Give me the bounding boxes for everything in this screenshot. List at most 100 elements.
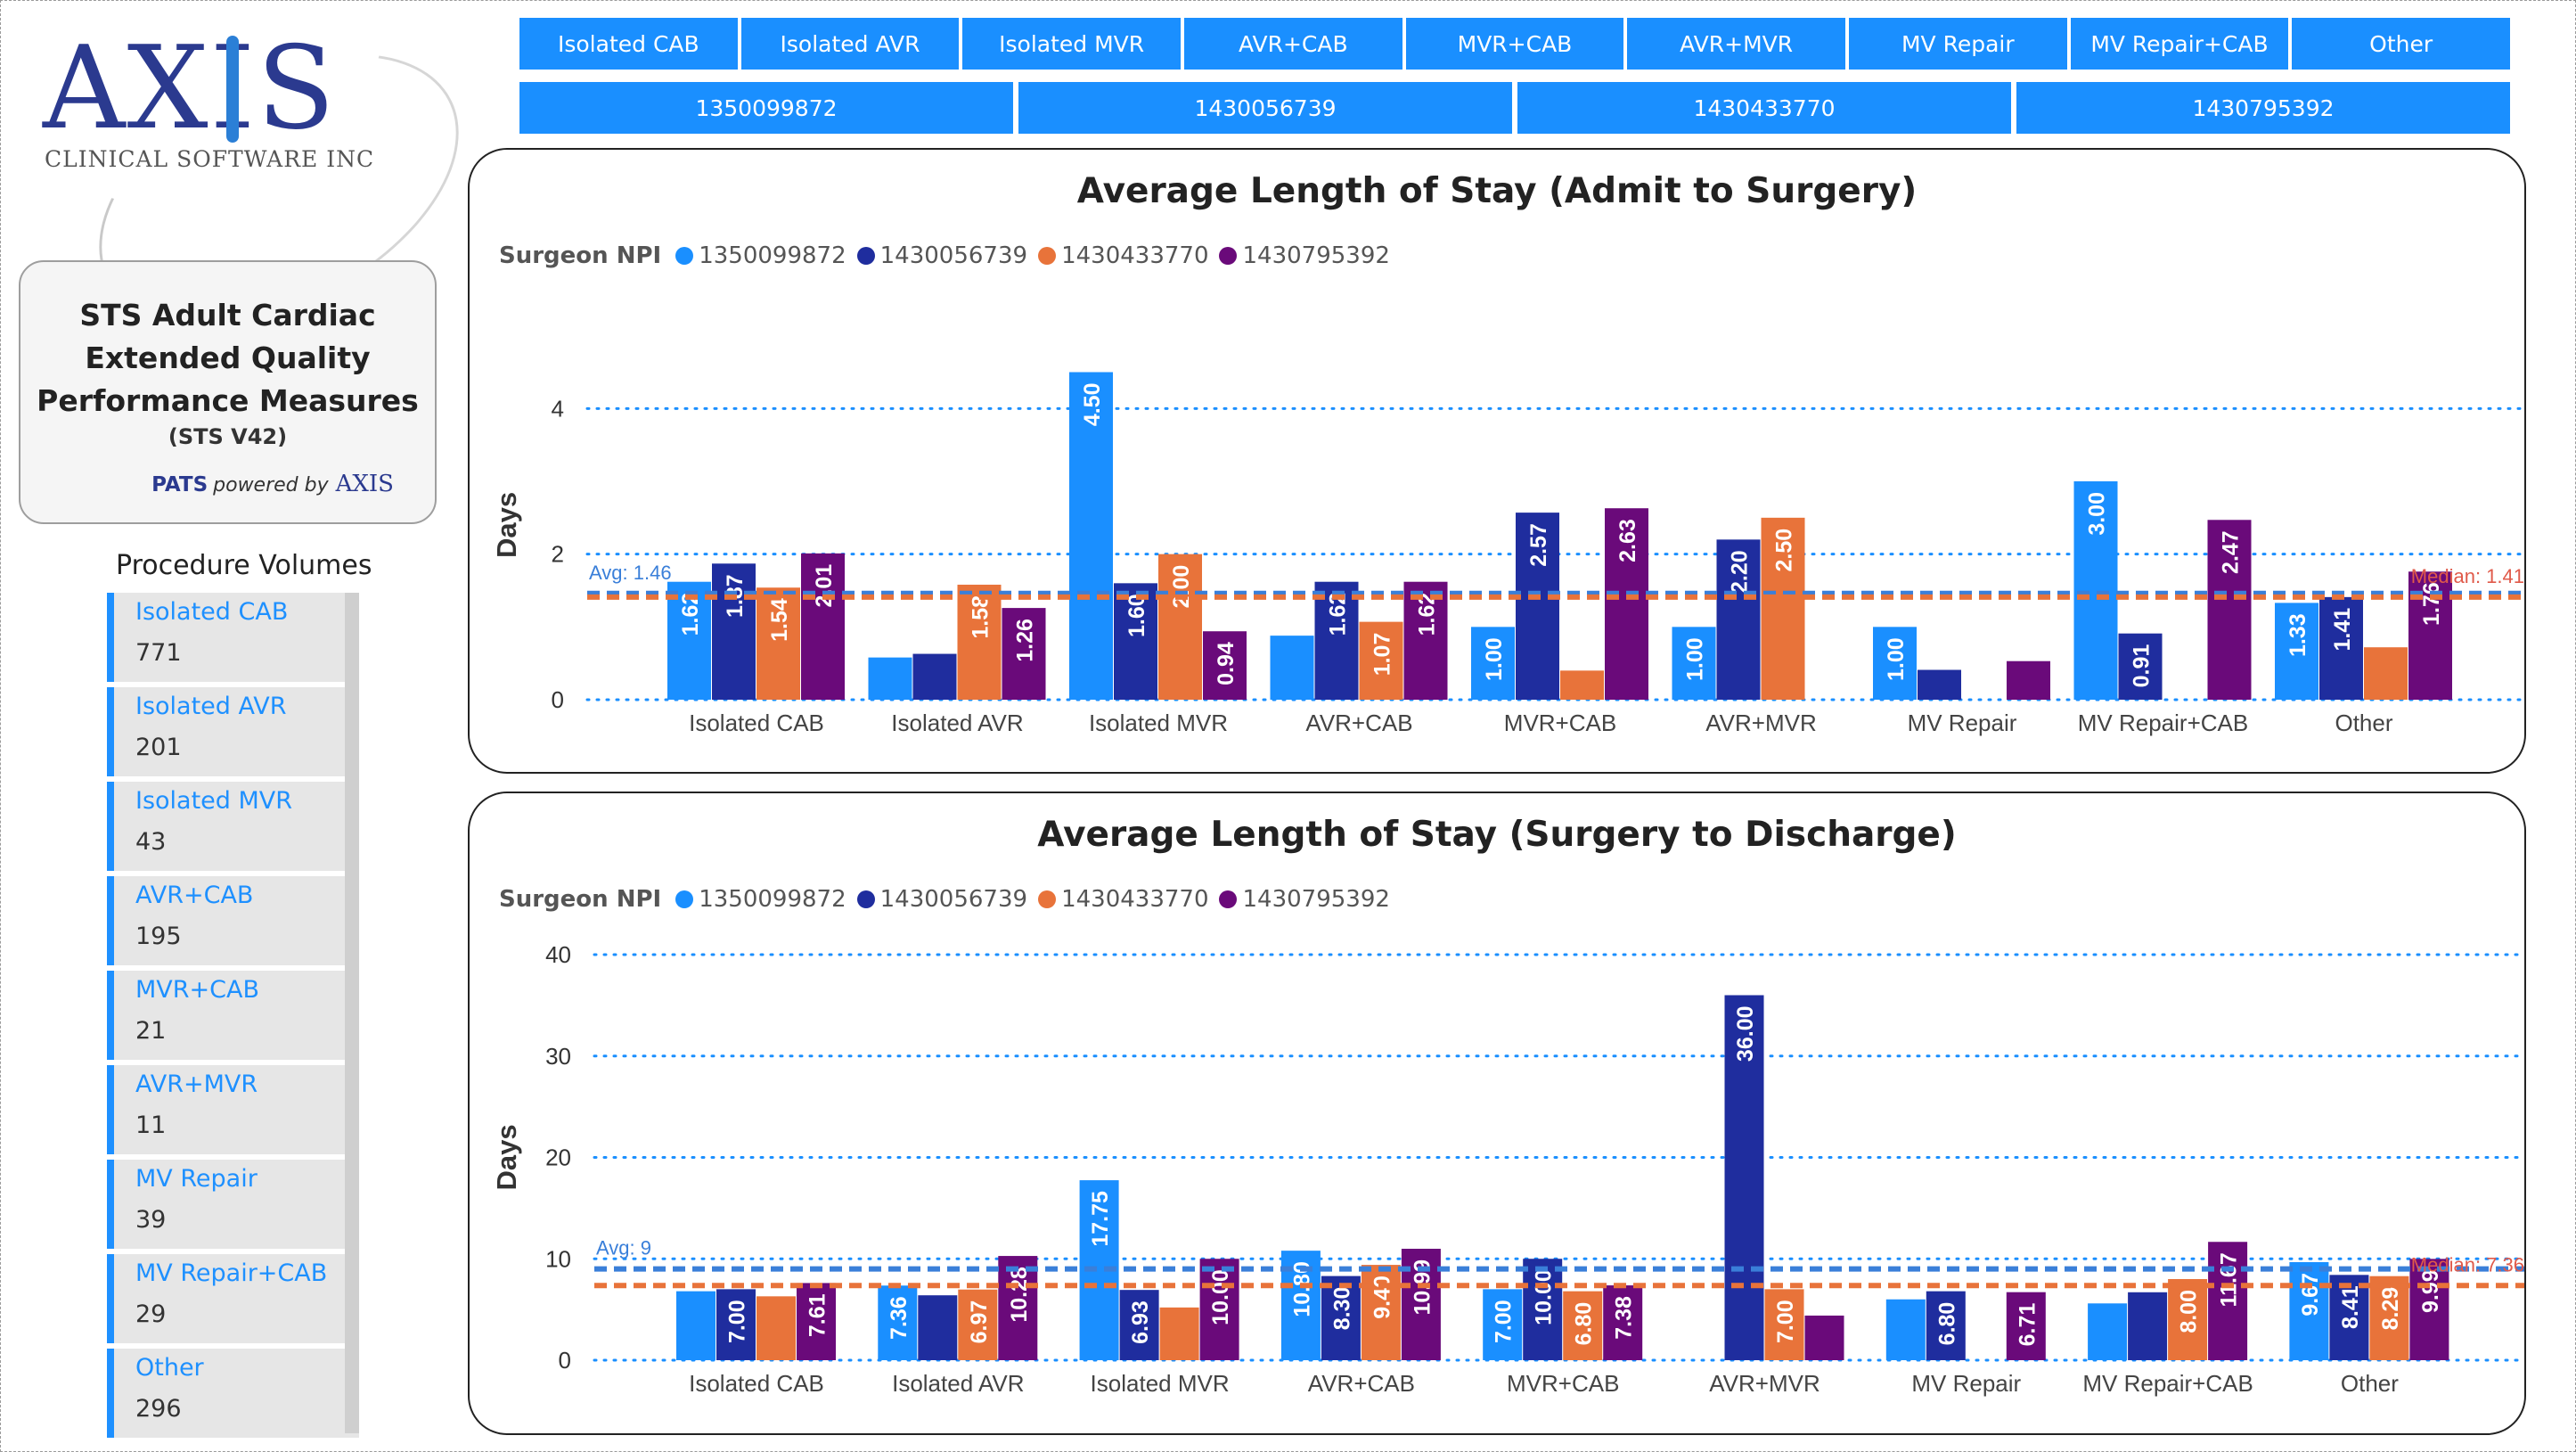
- procedure-slicer-isolated-avr[interactable]: Isolated AVR: [740, 18, 960, 70]
- procedure-slicer-isolated-cab[interactable]: Isolated CAB: [519, 18, 738, 70]
- bar-isolated-cab-1430433770[interactable]: [756, 587, 800, 700]
- legend-item-1430056739[interactable]: 1430056739: [856, 886, 1027, 913]
- bar-isolated-cab-1430056739[interactable]: [712, 563, 756, 700]
- bar-isolated-avr-1350099872[interactable]: [878, 1285, 918, 1360]
- bar-isolated-avr-1430056739[interactable]: [918, 1295, 958, 1360]
- bar-mv-repair-cab-1430056739[interactable]: [2118, 633, 2163, 700]
- procedure-slicer-avr-mvr[interactable]: AVR+MVR: [1627, 18, 1845, 70]
- legend-item-1430433770[interactable]: 1430433770: [1038, 886, 1208, 913]
- bar-mvr-cab-1430433770[interactable]: [1563, 1291, 1603, 1360]
- bar-avr-cab-1350099872[interactable]: [1270, 636, 1314, 700]
- bar-mvr-cab-1430056739[interactable]: [1516, 513, 1559, 700]
- bar-avr-cab-1430056739[interactable]: [1321, 1276, 1361, 1360]
- bar-isolated-mvr-1430795392[interactable]: [1199, 1259, 1239, 1360]
- bar-other-1430795392[interactable]: [2409, 1259, 2449, 1360]
- legend-item-1430795392[interactable]: 1430795392: [1219, 886, 1390, 913]
- surgeon-slicer-1350099872[interactable]: 1350099872: [519, 82, 1013, 134]
- bar-mvr-cab-1350099872[interactable]: [1471, 627, 1515, 700]
- procedure-volume-mv-repair-cab[interactable]: MV Repair+CAB 29: [107, 1254, 359, 1343]
- bar-avr-cab-1430433770[interactable]: [1359, 621, 1403, 700]
- bar-isolated-mvr-1430433770[interactable]: [1158, 554, 1202, 700]
- bar-mv-repair-cab-1430795392[interactable]: [2207, 520, 2252, 700]
- bar-mv-repair-cab-1430433770[interactable]: [2168, 1279, 2208, 1360]
- bar-avr-mvr-1430795392[interactable]: [1804, 1315, 1844, 1360]
- bar-isolated-mvr-1350099872[interactable]: [1069, 372, 1113, 701]
- procedure-volumes-list[interactable]: Other 296 MV Repair+CAB 29 MV Repair 39 AVR+MV…: [107, 593, 359, 1438]
- surgeon-slicer-1430056739[interactable]: 1430056739: [1018, 82, 1512, 134]
- bar-other-1430433770[interactable]: [2364, 647, 2408, 700]
- bar-isolated-avr-1430433770[interactable]: [957, 584, 1002, 700]
- procedure-volume-avr-mvr[interactable]: AVR+MVR 11: [107, 1065, 359, 1154]
- bar-isolated-avr-1430795392[interactable]: [998, 1256, 1038, 1360]
- procedure-slicer-avr-cab[interactable]: AVR+CAB: [1184, 18, 1402, 70]
- legend-dot-icon: [1219, 247, 1238, 265]
- bar-mv-repair-cab-1430056739[interactable]: [2128, 1292, 2168, 1360]
- bar-isolated-avr-1350099872[interactable]: [868, 657, 912, 700]
- bar-isolated-mvr-1430795392[interactable]: [1203, 631, 1247, 700]
- legend-item-1350099872[interactable]: 1350099872: [675, 242, 846, 269]
- bar-isolated-cab-1430433770[interactable]: [756, 1296, 796, 1360]
- bar-mv-repair-1350099872[interactable]: [1873, 627, 1917, 700]
- bar-avr-cab-1430056739[interactable]: [1314, 581, 1359, 700]
- bar-mv-repair-1350099872[interactable]: [1885, 1299, 1926, 1360]
- bar-avr-mvr-1350099872[interactable]: [1672, 627, 1716, 700]
- procedure-slicer-mv-repair-cab[interactable]: MV Repair+CAB: [2070, 18, 2289, 70]
- bar-isolated-cab-1430056739[interactable]: [716, 1289, 756, 1360]
- bar-avr-mvr-1430433770[interactable]: [1761, 517, 1805, 700]
- procedure-slicer-other[interactable]: Other: [2292, 18, 2510, 70]
- bar-mv-repair-1430795392[interactable]: [2006, 1292, 2046, 1360]
- legend-item-1430795392[interactable]: 1430795392: [1219, 242, 1390, 269]
- legend-item-1430433770[interactable]: 1430433770: [1038, 242, 1208, 269]
- procedure-volume-mvr-cab[interactable]: MVR+CAB 21: [107, 971, 359, 1060]
- legend-item-1350099872[interactable]: 1350099872: [675, 886, 846, 913]
- bar-mv-repair-1430056739[interactable]: [1918, 669, 1961, 700]
- bar-mvr-cab-1430056739[interactable]: [1523, 1259, 1563, 1360]
- procedure-slicer-mv-repair[interactable]: MV Repair: [1849, 18, 2067, 70]
- procedure-volumes-scrollbar[interactable]: [345, 593, 359, 1433]
- bar-avr-cab-1430433770[interactable]: [1361, 1265, 1401, 1360]
- bar-mvr-cab-1350099872[interactable]: [1483, 1289, 1523, 1360]
- bar-isolated-mvr-1430433770[interactable]: [1159, 1307, 1199, 1360]
- bar-other-1350099872[interactable]: [2275, 603, 2318, 700]
- bar-isolated-cab-1430795392[interactable]: [801, 553, 845, 700]
- bar-avr-mvr-1430056739[interactable]: [1724, 995, 1764, 1361]
- bar-other-1350099872[interactable]: [2289, 1262, 2329, 1360]
- bar-mvr-cab-1430795392[interactable]: [1603, 1285, 1643, 1360]
- bar-mv-repair-cab-1350099872[interactable]: [2073, 481, 2118, 700]
- surgeon-slicer-1430795392[interactable]: 1430795392: [2016, 82, 2510, 134]
- procedure-volume-isolated-avr[interactable]: Isolated AVR 201: [107, 687, 359, 776]
- procedure-slicer-isolated-mvr[interactable]: Isolated MVR: [962, 18, 1181, 70]
- procedure-volume-isolated-cab[interactable]: Isolated CAB 771: [107, 593, 359, 682]
- bar-isolated-cab-1350099872[interactable]: [676, 1291, 716, 1360]
- bar-other-1430056739[interactable]: [2329, 1275, 2369, 1360]
- bar-avr-cab-1430795392[interactable]: [1403, 581, 1448, 700]
- surgeon-slicer-1430433770[interactable]: 1430433770: [1517, 82, 2011, 134]
- procedure-volume-isolated-mvr[interactable]: Isolated MVR 43: [107, 782, 359, 871]
- bar-isolated-avr-1430795392[interactable]: [1002, 608, 1046, 700]
- bar-isolated-cab-1350099872[interactable]: [667, 581, 711, 700]
- bar-other-1430433770[interactable]: [2369, 1276, 2409, 1360]
- procedure-volume-other[interactable]: Other 296: [107, 1349, 359, 1438]
- bar-avr-mvr-1430433770[interactable]: [1764, 1289, 1804, 1360]
- bar-isolated-avr-1430433770[interactable]: [958, 1289, 998, 1360]
- legend-item-1430056739[interactable]: 1430056739: [856, 242, 1027, 269]
- bar-isolated-mvr-1430056739[interactable]: [1114, 583, 1157, 700]
- bar-mv-repair-1430795392[interactable]: [2007, 660, 2050, 700]
- bar-isolated-avr-1430056739[interactable]: [912, 653, 957, 700]
- bar-mvr-cab-1430795392[interactable]: [1605, 508, 1648, 700]
- bar-mv-repair-cab-1350099872[interactable]: [2088, 1303, 2128, 1360]
- x-tick-label: AVR+CAB: [1305, 710, 1412, 736]
- legend-dot-icon: [856, 247, 875, 265]
- bar-mv-repair-1430056739[interactable]: [1926, 1291, 1966, 1360]
- data-label: 2.50: [1772, 529, 1797, 572]
- bar-mv-repair-cab-1430795392[interactable]: [2208, 1242, 2248, 1360]
- bar-avr-mvr-1430056739[interactable]: [1716, 539, 1761, 700]
- procedure-volume-avr-cab[interactable]: AVR+CAB 195: [107, 876, 359, 965]
- bar-isolated-cab-1430795392[interactable]: [797, 1283, 836, 1360]
- bar-other-1430056739[interactable]: [2319, 596, 2363, 700]
- procedure-volume-mv-repair[interactable]: MV Repair 39: [107, 1160, 359, 1249]
- x-tick-label: Isolated MVR: [1091, 1370, 1230, 1397]
- procedure-slicer-mvr-cab[interactable]: MVR+CAB: [1405, 18, 1624, 70]
- bar-isolated-mvr-1430056739[interactable]: [1119, 1290, 1159, 1360]
- bar-mvr-cab-1430433770[interactable]: [1560, 670, 1604, 700]
